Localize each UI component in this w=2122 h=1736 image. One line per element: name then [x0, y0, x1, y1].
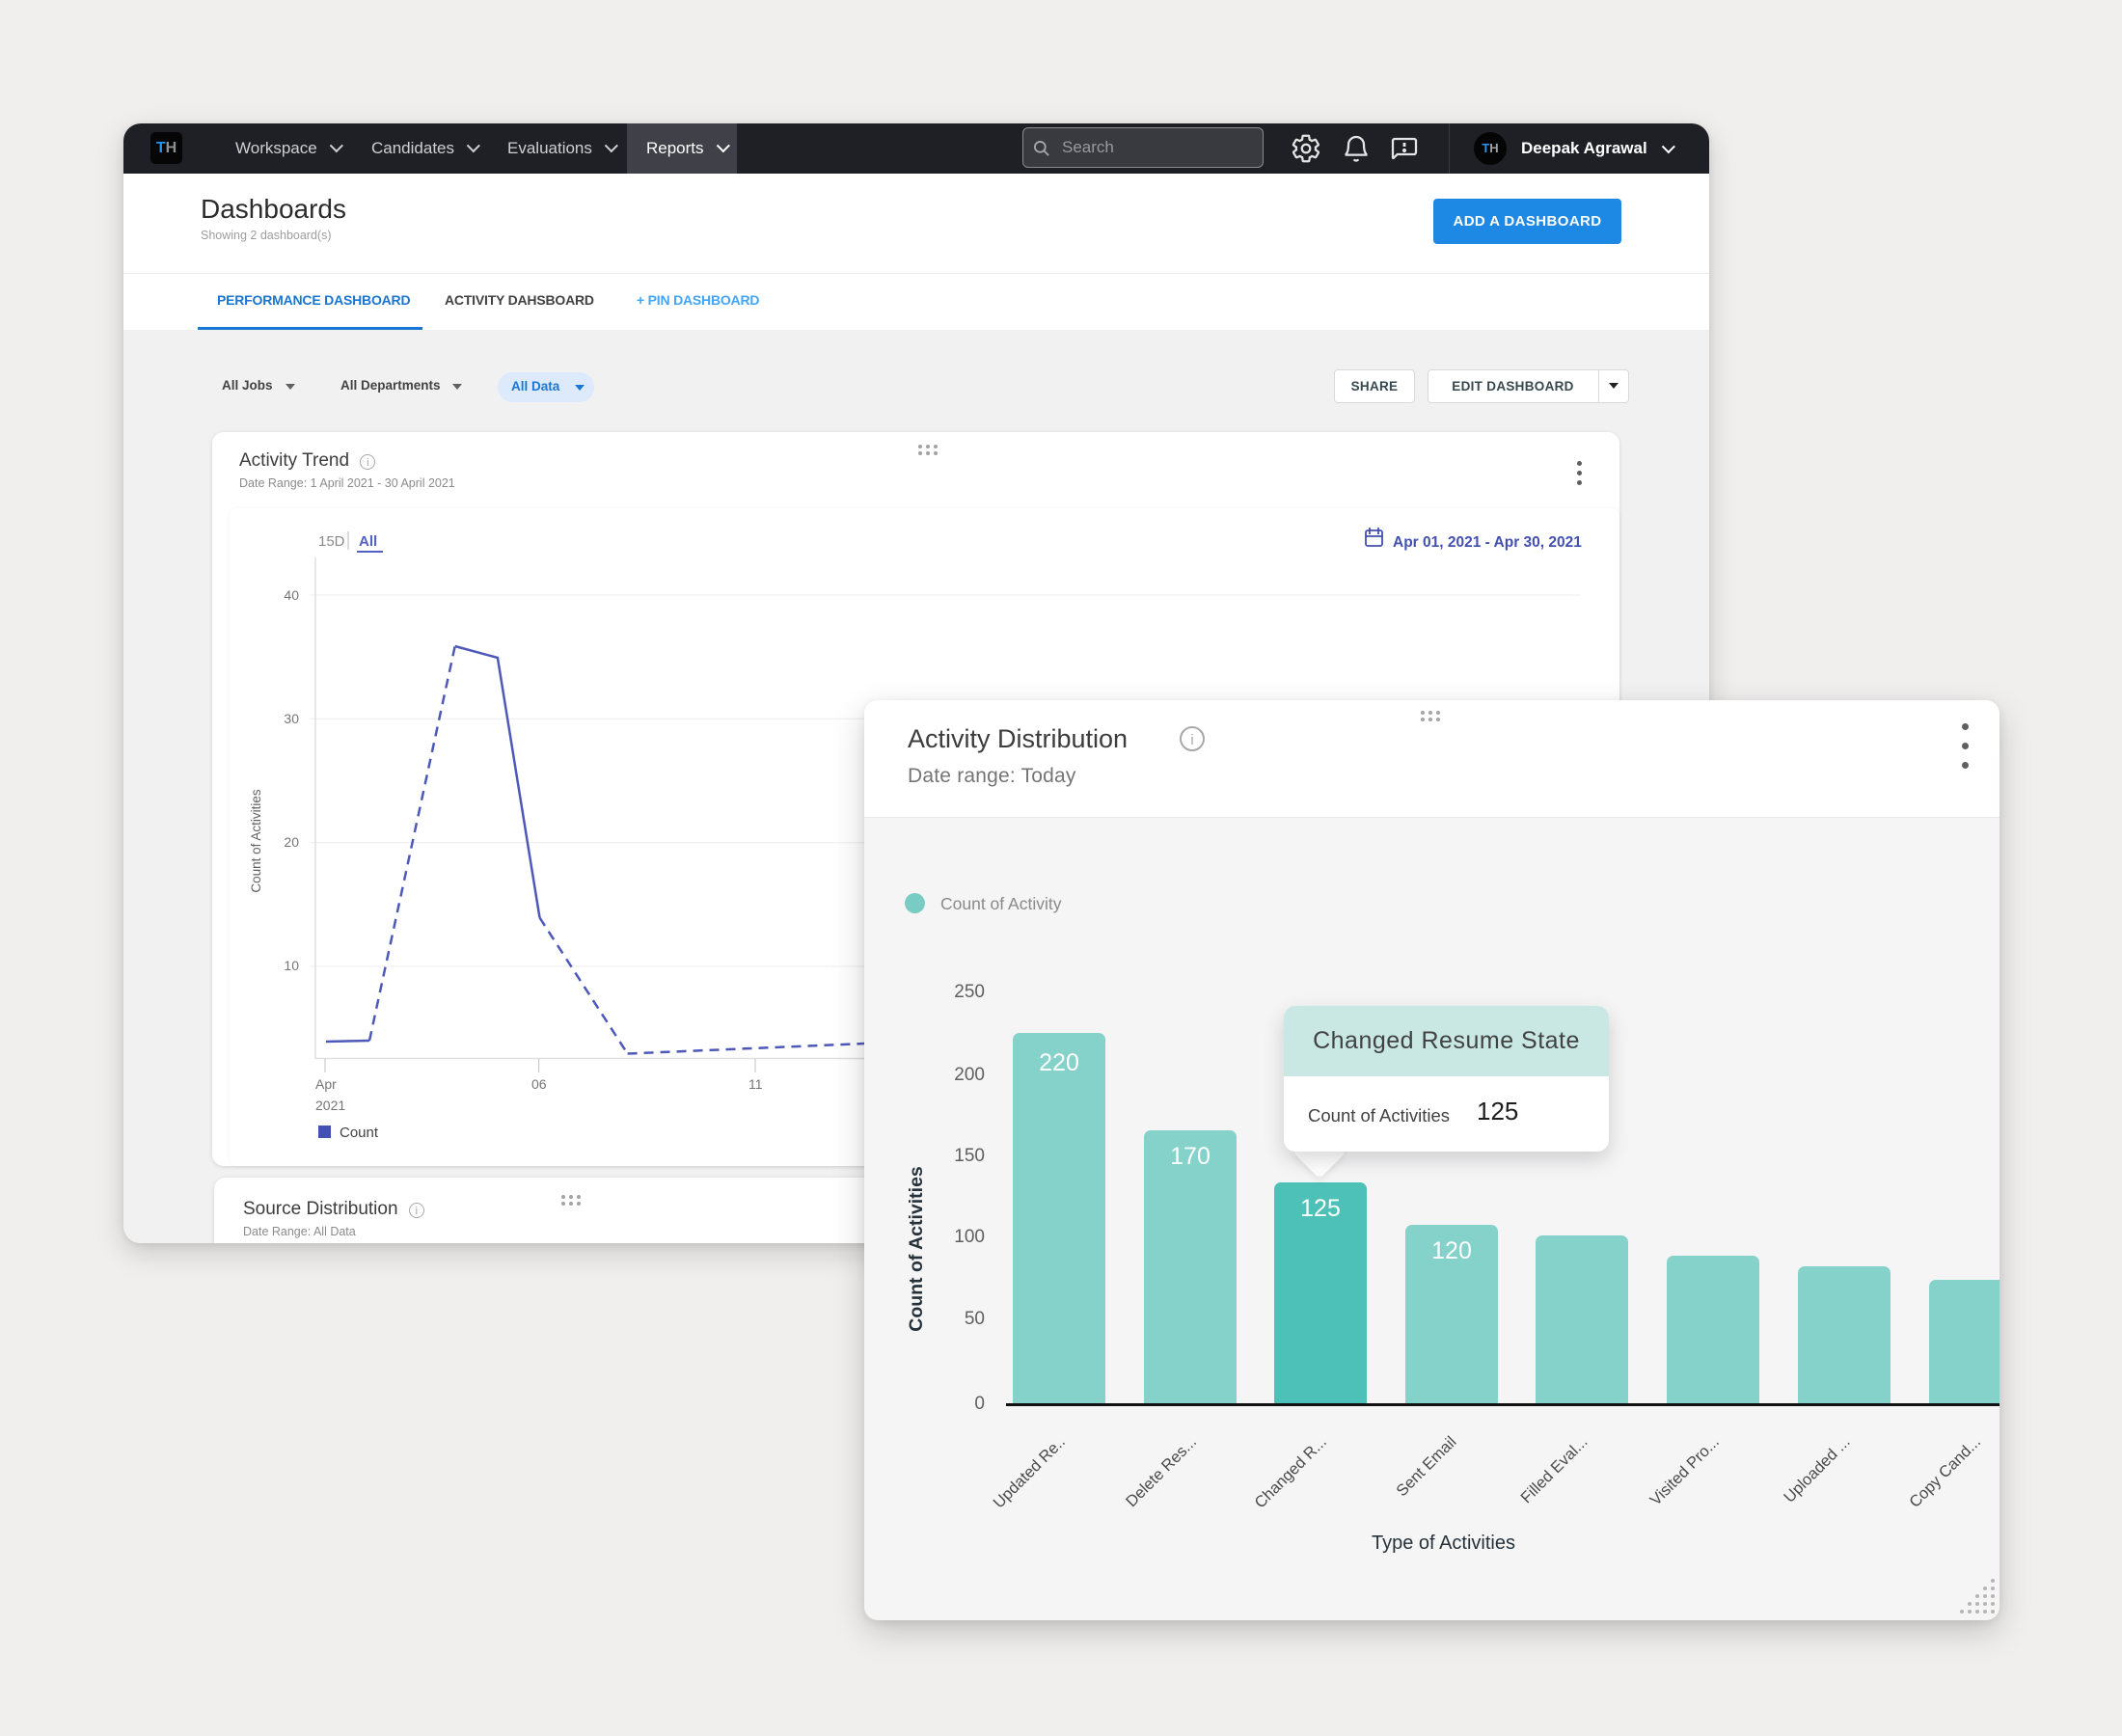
svg-text:06: 06 [531, 1076, 547, 1092]
svg-text:15D: 15D [318, 533, 345, 550]
svg-text:Count: Count [340, 1125, 379, 1141]
svg-text:Apr: Apr [315, 1076, 337, 1092]
svg-text:All: All [359, 533, 377, 550]
svg-text:2021: 2021 [315, 1098, 345, 1113]
svg-text:20: 20 [284, 834, 299, 850]
svg-text:11: 11 [748, 1076, 763, 1092]
svg-text:10: 10 [284, 958, 299, 973]
svg-text:40: 40 [284, 587, 299, 603]
svg-text:Count of Activities: Count of Activities [249, 789, 263, 893]
svg-text:30: 30 [284, 711, 299, 726]
svg-text:Apr 01, 2021 - Apr 30, 2021: Apr 01, 2021 - Apr 30, 2021 [1393, 534, 1582, 551]
